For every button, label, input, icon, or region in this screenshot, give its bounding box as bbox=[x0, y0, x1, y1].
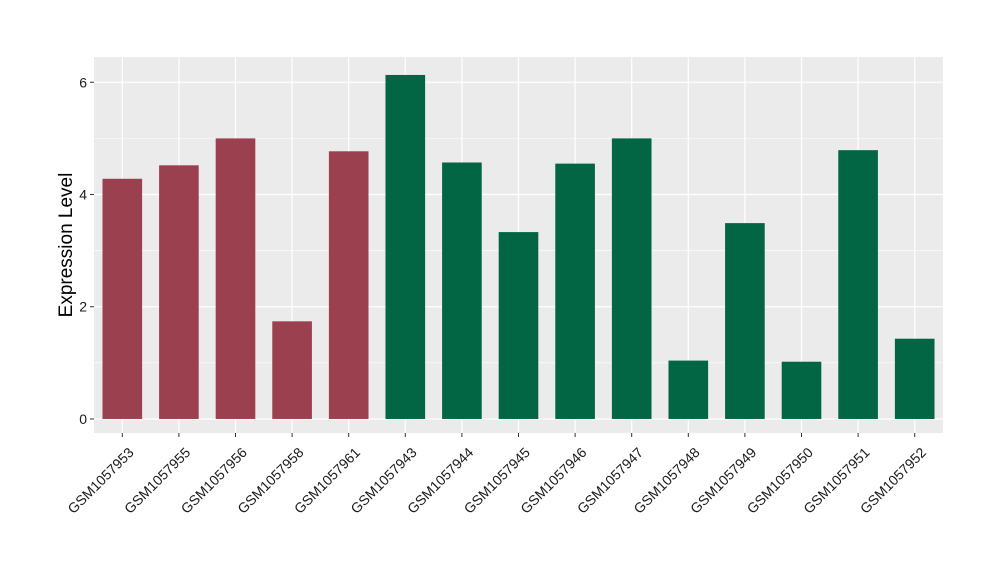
bar bbox=[611, 138, 652, 419]
bar bbox=[328, 151, 369, 419]
bar bbox=[102, 178, 143, 419]
bar bbox=[442, 162, 482, 419]
bar bbox=[272, 321, 312, 419]
bar bbox=[555, 163, 595, 419]
bar bbox=[725, 223, 765, 419]
y-axis-title: Expression Level bbox=[56, 173, 77, 318]
bar bbox=[838, 150, 878, 419]
y-tick-label: 2 bbox=[79, 299, 87, 315]
y-tick-label: 6 bbox=[79, 74, 87, 90]
x-axis: GSM1057953GSM1057955GSM1057956GSM1057958… bbox=[64, 433, 929, 517]
y-tick-label: 4 bbox=[79, 186, 87, 202]
bar bbox=[781, 361, 822, 419]
bar bbox=[668, 360, 709, 419]
y-axis: 0 2 4 6 bbox=[79, 74, 94, 427]
bar bbox=[894, 338, 935, 419]
bar bbox=[159, 165, 199, 419]
bar bbox=[498, 232, 539, 419]
bar bbox=[385, 74, 426, 419]
bars bbox=[102, 74, 935, 419]
bar bbox=[215, 138, 256, 419]
y-tick-label: 0 bbox=[79, 411, 87, 427]
